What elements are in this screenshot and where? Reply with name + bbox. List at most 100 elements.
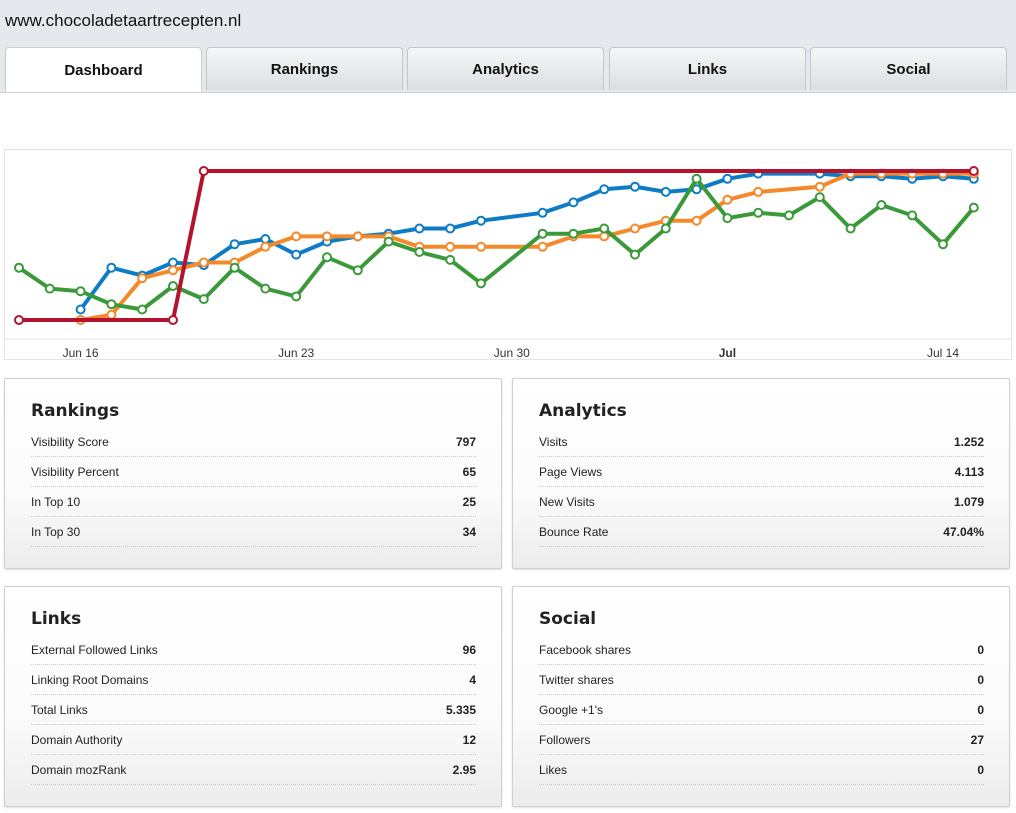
- tab-links[interactable]: Links: [609, 47, 806, 90]
- data-point[interactable]: [568, 197, 579, 208]
- metric-row: Bounce Rate 47.04%: [539, 517, 984, 547]
- data-point[interactable]: [445, 241, 456, 252]
- data-point[interactable]: [630, 181, 640, 192]
- data-point[interactable]: [322, 252, 332, 263]
- data-point[interactable]: [814, 192, 825, 203]
- data-point[interactable]: [660, 186, 671, 197]
- metric-label: Visibility Score: [31, 434, 109, 449]
- data-point[interactable]: [599, 231, 610, 242]
- data-point[interactable]: [137, 304, 148, 315]
- data-point[interactable]: [599, 184, 610, 195]
- metric-label: Followers: [539, 732, 591, 747]
- data-point[interactable]: [537, 207, 548, 218]
- data-point[interactable]: [352, 265, 363, 276]
- data-point[interactable]: [260, 241, 271, 252]
- data-point[interactable]: [814, 181, 825, 192]
- panel-title: Rankings: [31, 401, 120, 421]
- data-point[interactable]: [322, 231, 332, 242]
- metric-value: 65: [462, 464, 476, 479]
- data-point[interactable]: [414, 223, 425, 234]
- data-point[interactable]: [14, 315, 24, 325]
- metric-value: 4: [469, 672, 476, 687]
- data-point[interactable]: [14, 262, 24, 273]
- data-point[interactable]: [445, 223, 456, 234]
- tab-dashboard[interactable]: Dashboard: [5, 47, 202, 92]
- data-point[interactable]: [168, 281, 178, 291]
- data-point[interactable]: [260, 283, 271, 294]
- metric-row: Google +1's 0: [539, 695, 984, 725]
- metric-label: In Top 10: [31, 494, 81, 509]
- data-point[interactable]: [291, 231, 302, 242]
- x-tick-label: Jun 30: [494, 346, 530, 359]
- tab-rankings[interactable]: Rankings: [206, 47, 403, 90]
- x-tick-label: Jul 14: [927, 346, 959, 359]
- data-point[interactable]: [229, 239, 240, 250]
- data-point[interactable]: [137, 273, 148, 284]
- data-point[interactable]: [630, 249, 640, 260]
- data-point[interactable]: [106, 309, 117, 320]
- data-point[interactable]: [168, 265, 178, 276]
- data-point[interactable]: [198, 257, 209, 268]
- data-point[interactable]: [229, 262, 240, 273]
- data-point[interactable]: [630, 223, 640, 234]
- data-point[interactable]: [660, 223, 671, 234]
- data-point[interactable]: [722, 194, 733, 205]
- data-point[interactable]: [753, 207, 764, 218]
- data-point[interactable]: [968, 202, 979, 213]
- data-point[interactable]: [537, 241, 548, 252]
- data-point[interactable]: [691, 173, 702, 184]
- data-point[interactable]: [75, 304, 86, 315]
- metric-value: 0: [977, 642, 984, 657]
- tab-analytics[interactable]: Analytics: [407, 47, 604, 90]
- metric-row: Domain mozRank 2.95: [31, 755, 476, 785]
- data-point[interactable]: [476, 241, 486, 252]
- data-point[interactable]: [445, 254, 456, 265]
- tab-social[interactable]: Social: [810, 47, 1007, 90]
- metric-value: 1.252: [953, 434, 984, 449]
- data-point[interactable]: [876, 200, 887, 210]
- metric-label: In Top 30: [31, 524, 81, 539]
- data-point[interactable]: [352, 231, 363, 242]
- metric-label: Bounce Rate: [539, 524, 609, 539]
- data-point[interactable]: [168, 257, 178, 268]
- data-point[interactable]: [476, 215, 486, 226]
- data-point[interactable]: [414, 247, 425, 257]
- metric-row: External Followed Links 96: [31, 635, 476, 665]
- data-point[interactable]: [938, 239, 948, 250]
- data-point[interactable]: [691, 184, 702, 195]
- tab-label: Rankings: [270, 60, 339, 78]
- panel-title: Analytics: [539, 401, 627, 421]
- metric-value: 0: [977, 672, 984, 687]
- metric-value: 0: [977, 762, 984, 777]
- data-point[interactable]: [753, 186, 764, 197]
- data-point[interactable]: [198, 294, 209, 305]
- data-point[interactable]: [722, 173, 733, 184]
- data-point[interactable]: [907, 210, 918, 221]
- data-point[interactable]: [722, 213, 733, 224]
- data-point[interactable]: [106, 299, 117, 310]
- data-point[interactable]: [168, 315, 178, 325]
- metric-label: External Followed Links: [31, 642, 158, 657]
- metric-row: Followers 27: [539, 725, 984, 755]
- metric-list: Visits 1.252 Page Views 4.113 New Visits 1.…: [539, 427, 984, 547]
- data-point[interactable]: [291, 291, 302, 302]
- metric-list: Facebook shares 0 Twitter shares 0 Google …: [539, 635, 984, 785]
- data-point[interactable]: [44, 283, 55, 294]
- data-point[interactable]: [291, 249, 302, 260]
- data-point[interactable]: [568, 228, 579, 239]
- data-point[interactable]: [691, 215, 702, 226]
- data-point[interactable]: [383, 236, 394, 247]
- metric-row: Visibility Score 797: [31, 427, 476, 457]
- metric-list: Visibility Score 797 Visibility Percent 65…: [31, 427, 476, 547]
- data-point[interactable]: [476, 278, 486, 289]
- x-tick-label: Jun 23: [278, 346, 314, 359]
- data-point[interactable]: [75, 286, 86, 297]
- data-point[interactable]: [198, 166, 209, 176]
- data-point[interactable]: [968, 166, 979, 176]
- data-point[interactable]: [537, 228, 548, 239]
- data-point[interactable]: [599, 223, 610, 234]
- data-point[interactable]: [106, 262, 117, 273]
- series-line: [19, 169, 974, 322]
- data-point[interactable]: [784, 210, 794, 221]
- data-point[interactable]: [845, 223, 856, 234]
